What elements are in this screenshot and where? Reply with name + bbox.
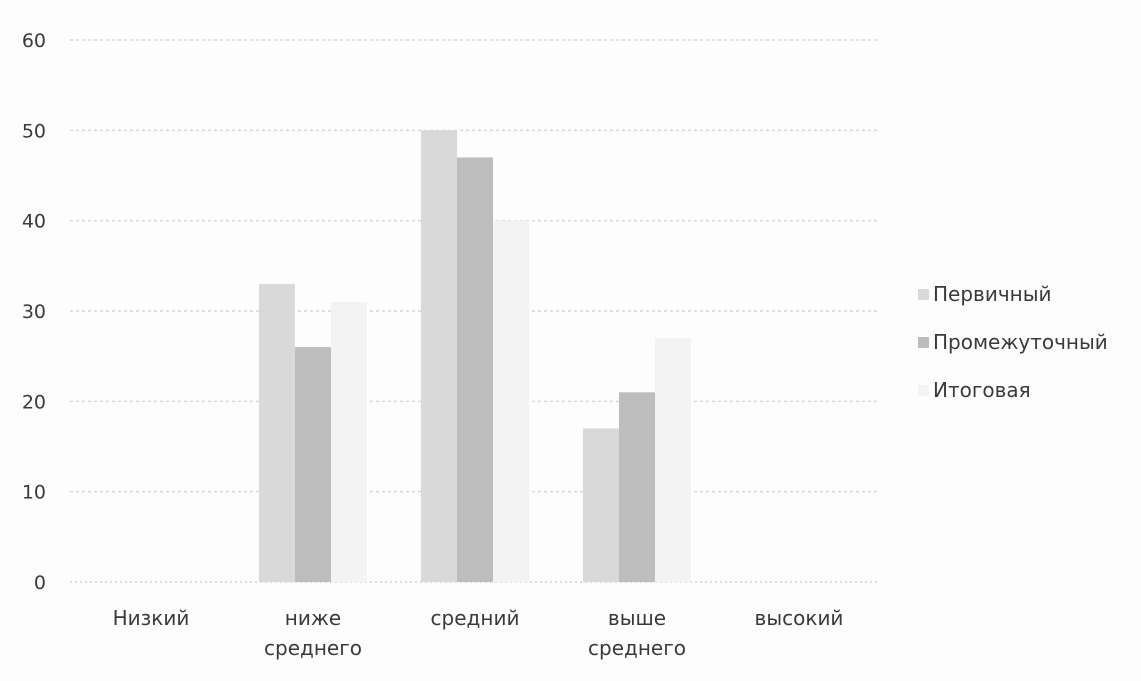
- legend-swatch: [918, 289, 929, 300]
- y-tick-label: 50: [22, 120, 46, 142]
- bar-Промежуточный-2: [457, 157, 493, 582]
- x-category-label: среднего: [588, 636, 686, 660]
- legend-swatch: [918, 385, 929, 396]
- y-tick-label: 0: [34, 572, 46, 594]
- x-axis-categories: Низкий ниже среднего средний выше среднего выс…: [113, 606, 844, 660]
- bar-Первичный-2: [421, 130, 457, 583]
- bar-Итоговая-1: [331, 301, 367, 582]
- x-category-label: высокий: [755, 606, 844, 630]
- bar-Промежуточный-3: [619, 392, 655, 582]
- legend-label: Итоговая: [933, 378, 1031, 402]
- legend: Первичный Промежуточный Итоговая: [918, 282, 1108, 402]
- bar-Итоговая-3: [655, 338, 691, 582]
- bar-Итоговая-2: [493, 220, 529, 582]
- x-category-label: ниже: [285, 606, 341, 630]
- x-category-label: средний: [431, 606, 520, 630]
- y-tick-label: 10: [22, 482, 46, 504]
- bar-Первичный-3: [583, 428, 619, 582]
- y-tick-label: 30: [22, 301, 46, 323]
- legend-swatch: [918, 337, 929, 348]
- bars: [259, 130, 691, 583]
- x-category-label: выше: [608, 606, 666, 630]
- y-tick-label: 60: [22, 30, 46, 52]
- y-axis-ticks: 0 10 20 30 40 50 60: [22, 30, 46, 594]
- bar-Промежуточный-1: [295, 347, 331, 582]
- x-category-label: Низкий: [113, 606, 190, 630]
- x-category-label: среднего: [264, 636, 362, 660]
- bar-Первичный-1: [259, 283, 295, 582]
- y-tick-label: 20: [22, 391, 46, 413]
- legend-label: Первичный: [933, 282, 1052, 306]
- legend-label: Промежуточный: [933, 330, 1108, 354]
- y-tick-label: 40: [22, 211, 46, 233]
